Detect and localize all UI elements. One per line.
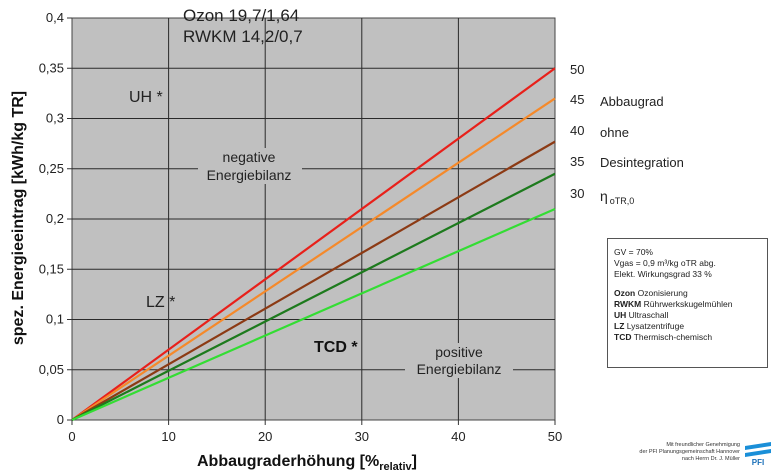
y-tick-label: 0,25: [39, 161, 64, 176]
y-axis-title: spez. Energieeintrag [kWh/kg TR]: [10, 91, 27, 345]
header-line-2: RWKM 14,2/0,7: [183, 27, 303, 46]
x-tick-label: 50: [548, 429, 562, 444]
annotation-tcd: TCD *: [314, 339, 358, 356]
x-axis-title-main: Abbaugraderhöhung [%: [197, 453, 379, 470]
info-item: LZ Lysatzentrifuge: [614, 321, 685, 331]
x-axis-title-end: ]: [412, 453, 417, 470]
credit-text: Mit freundlicher Genehmigung der PFI Pla…: [639, 442, 740, 462]
tick-labels: 0 0,05 0,1 0,15 0,2 0,25 0,3 0,35 0,4 0 10 20 30 40 50: [39, 10, 563, 444]
x-tick-label: 10: [161, 429, 175, 444]
series-line-45: [71, 97, 556, 421]
series-layer: [71, 67, 556, 422]
y-tick-label: 0,4: [46, 10, 64, 25]
series-line-40: [71, 140, 556, 421]
series-line-30: [71, 207, 556, 422]
x-axis-title: Abbaugraderhöhung [%relativ]: [197, 453, 417, 472]
info-gap: [614, 280, 761, 288]
info-item: UH Ultraschall: [614, 310, 669, 320]
x-tick-label: 20: [258, 429, 272, 444]
pfi-logo-text: PFI: [752, 458, 764, 466]
info-line-efficiency: Elekt. Wirkungsgrad 33 %: [614, 269, 712, 279]
x-tick-label: 0: [68, 429, 75, 444]
info-item: TCD Thermisch-chemisch: [614, 332, 713, 342]
info-line-gv: GV = 70%: [614, 247, 653, 257]
positive-label-line-1: positive: [435, 344, 483, 360]
series-label-35: 35: [570, 154, 584, 169]
positive-label-bg: [405, 343, 513, 378]
x-tick-label: 30: [355, 429, 369, 444]
x-axis-title-sub: relativ: [379, 461, 412, 472]
y-tick-label: 0,35: [39, 60, 64, 75]
series-label-50: 50: [570, 62, 584, 77]
series-line-50: [71, 67, 556, 421]
negative-label-bg: [198, 148, 302, 184]
side-label-ohne: ohne: [600, 125, 629, 140]
series-line-35: [71, 172, 556, 421]
annotation-uh: UH *: [129, 89, 163, 106]
eta-subscript: oTR,0: [610, 196, 635, 206]
x-tick-label: 40: [451, 429, 465, 444]
series-label-30: 30: [570, 186, 584, 201]
y-tick-label: 0: [57, 412, 64, 427]
info-item: Ozon Ozonisierung: [614, 288, 688, 298]
series-label-45: 45: [570, 92, 584, 107]
positive-label-line-2: Energiebilanz: [417, 361, 502, 377]
eta-symbol: η: [600, 188, 608, 204]
info-line-vgas: Vgas = 0,9 m³/kg oTR abg.: [614, 258, 716, 268]
y-tick-label: 0,1: [46, 312, 64, 327]
header-line-1: Ozon 19,7/1,64: [183, 6, 299, 25]
info-box: GV = 70% Vgas = 0,9 m³/kg oTR abg. Elekt…: [607, 238, 768, 368]
side-label-abbaugrad: Abbaugrad: [600, 94, 664, 109]
series-end-labels: 50 45 40 35 30: [570, 62, 584, 201]
negative-label-line-1: negative: [223, 149, 276, 165]
y-tick-label: 0,05: [39, 362, 64, 377]
series-label-40: 40: [570, 123, 584, 138]
y-tick-label: 0,2: [46, 211, 64, 226]
annotation-lz: LZ *: [146, 294, 175, 311]
pfi-logo-icon: PFI: [745, 442, 771, 466]
y-tick-label: 0,15: [39, 261, 64, 276]
info-item: RWKM Rührwerkskugelmühlen: [614, 299, 733, 309]
negative-label-line-2: Energiebilanz: [207, 167, 292, 183]
side-label-desintegration: Desintegration: [600, 155, 684, 170]
side-label-eta: η oTR,0: [600, 188, 634, 206]
y-tick-label: 0,3: [46, 111, 64, 126]
